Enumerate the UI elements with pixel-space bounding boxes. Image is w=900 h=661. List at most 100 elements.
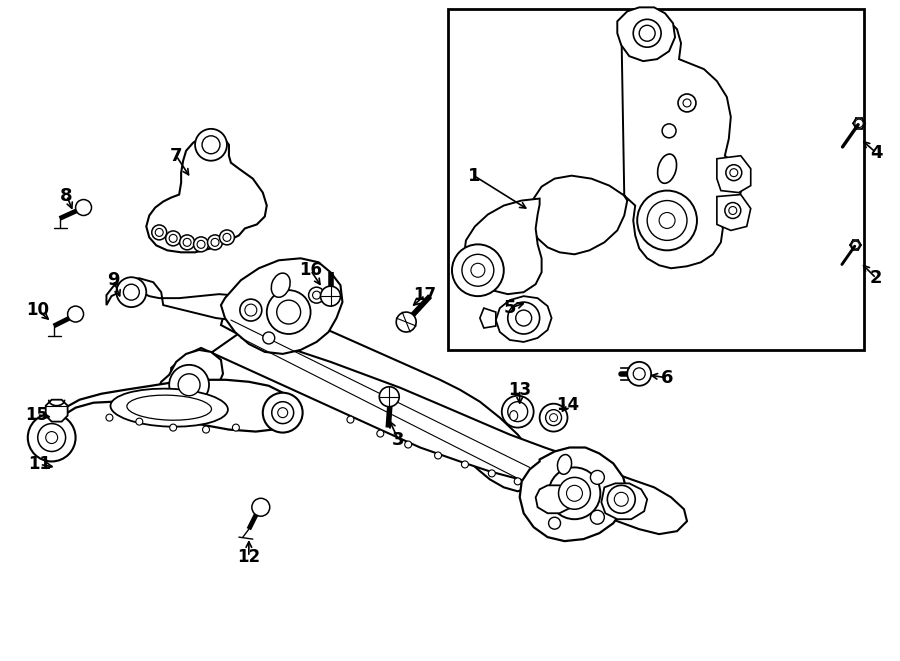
Circle shape xyxy=(152,225,166,240)
Bar xyxy=(448,9,864,350)
Circle shape xyxy=(549,517,561,529)
Circle shape xyxy=(615,492,628,506)
Circle shape xyxy=(730,169,738,176)
Circle shape xyxy=(166,231,181,246)
Polygon shape xyxy=(46,400,68,422)
Ellipse shape xyxy=(509,410,518,420)
Circle shape xyxy=(263,332,274,344)
Circle shape xyxy=(252,498,270,516)
Circle shape xyxy=(76,200,92,215)
Polygon shape xyxy=(717,194,751,231)
Polygon shape xyxy=(106,278,261,322)
Polygon shape xyxy=(147,135,266,253)
Polygon shape xyxy=(40,380,292,453)
Circle shape xyxy=(208,235,222,250)
Text: 5: 5 xyxy=(503,299,516,317)
Circle shape xyxy=(851,241,860,249)
Polygon shape xyxy=(464,198,542,294)
Text: 9: 9 xyxy=(107,271,120,290)
Circle shape xyxy=(155,229,163,237)
Circle shape xyxy=(276,300,301,324)
Circle shape xyxy=(211,239,219,247)
Circle shape xyxy=(435,452,442,459)
Circle shape xyxy=(452,245,504,296)
Circle shape xyxy=(549,467,600,519)
Text: 3: 3 xyxy=(392,430,404,449)
Circle shape xyxy=(263,393,302,432)
Circle shape xyxy=(514,478,521,485)
Polygon shape xyxy=(221,258,343,354)
Circle shape xyxy=(634,368,645,380)
Circle shape xyxy=(38,424,66,451)
Ellipse shape xyxy=(127,395,212,420)
Circle shape xyxy=(272,402,293,424)
Circle shape xyxy=(223,233,231,241)
Circle shape xyxy=(183,239,191,247)
Circle shape xyxy=(405,441,411,448)
Circle shape xyxy=(220,230,234,245)
Circle shape xyxy=(377,430,383,437)
Polygon shape xyxy=(717,156,751,192)
Text: 10: 10 xyxy=(26,301,50,319)
Circle shape xyxy=(489,470,495,477)
Circle shape xyxy=(559,477,590,509)
Circle shape xyxy=(647,200,687,241)
Circle shape xyxy=(627,362,652,386)
Polygon shape xyxy=(530,15,742,268)
Text: 8: 8 xyxy=(60,186,73,204)
Circle shape xyxy=(116,277,147,307)
Circle shape xyxy=(46,432,58,444)
Circle shape xyxy=(855,119,863,128)
Circle shape xyxy=(662,124,676,137)
Circle shape xyxy=(240,299,262,321)
Circle shape xyxy=(202,136,220,154)
Circle shape xyxy=(136,418,143,425)
Circle shape xyxy=(169,235,177,243)
Circle shape xyxy=(639,25,655,41)
Circle shape xyxy=(123,284,140,300)
Circle shape xyxy=(608,485,635,513)
Text: 4: 4 xyxy=(870,143,883,162)
Circle shape xyxy=(590,510,604,524)
Text: 14: 14 xyxy=(556,396,579,414)
Circle shape xyxy=(566,485,582,501)
Circle shape xyxy=(245,304,256,316)
Polygon shape xyxy=(536,485,574,513)
Circle shape xyxy=(169,365,209,405)
Circle shape xyxy=(232,424,239,431)
Circle shape xyxy=(178,374,200,396)
Circle shape xyxy=(309,287,325,303)
Polygon shape xyxy=(601,483,647,519)
Ellipse shape xyxy=(658,154,677,183)
Circle shape xyxy=(516,310,532,326)
Polygon shape xyxy=(157,350,223,420)
Text: 13: 13 xyxy=(508,381,531,399)
Circle shape xyxy=(659,212,675,229)
Text: 1: 1 xyxy=(468,167,480,184)
Circle shape xyxy=(170,424,176,431)
Circle shape xyxy=(68,306,84,322)
Circle shape xyxy=(180,235,194,250)
Circle shape xyxy=(540,404,568,432)
Text: 7: 7 xyxy=(170,147,183,165)
Circle shape xyxy=(320,286,340,306)
Circle shape xyxy=(379,387,400,407)
Circle shape xyxy=(590,471,604,485)
Text: 6: 6 xyxy=(661,369,673,387)
Text: 16: 16 xyxy=(299,261,322,279)
Circle shape xyxy=(278,408,288,418)
Circle shape xyxy=(462,254,494,286)
Circle shape xyxy=(508,302,540,334)
Circle shape xyxy=(266,290,310,334)
Polygon shape xyxy=(496,296,552,342)
Circle shape xyxy=(194,237,209,252)
Text: 11: 11 xyxy=(28,455,51,473)
Polygon shape xyxy=(519,447,627,541)
Circle shape xyxy=(729,206,737,214)
Circle shape xyxy=(28,414,76,461)
Ellipse shape xyxy=(271,273,290,297)
Circle shape xyxy=(106,414,112,421)
Circle shape xyxy=(502,396,534,428)
Ellipse shape xyxy=(111,389,228,427)
Circle shape xyxy=(346,416,354,423)
